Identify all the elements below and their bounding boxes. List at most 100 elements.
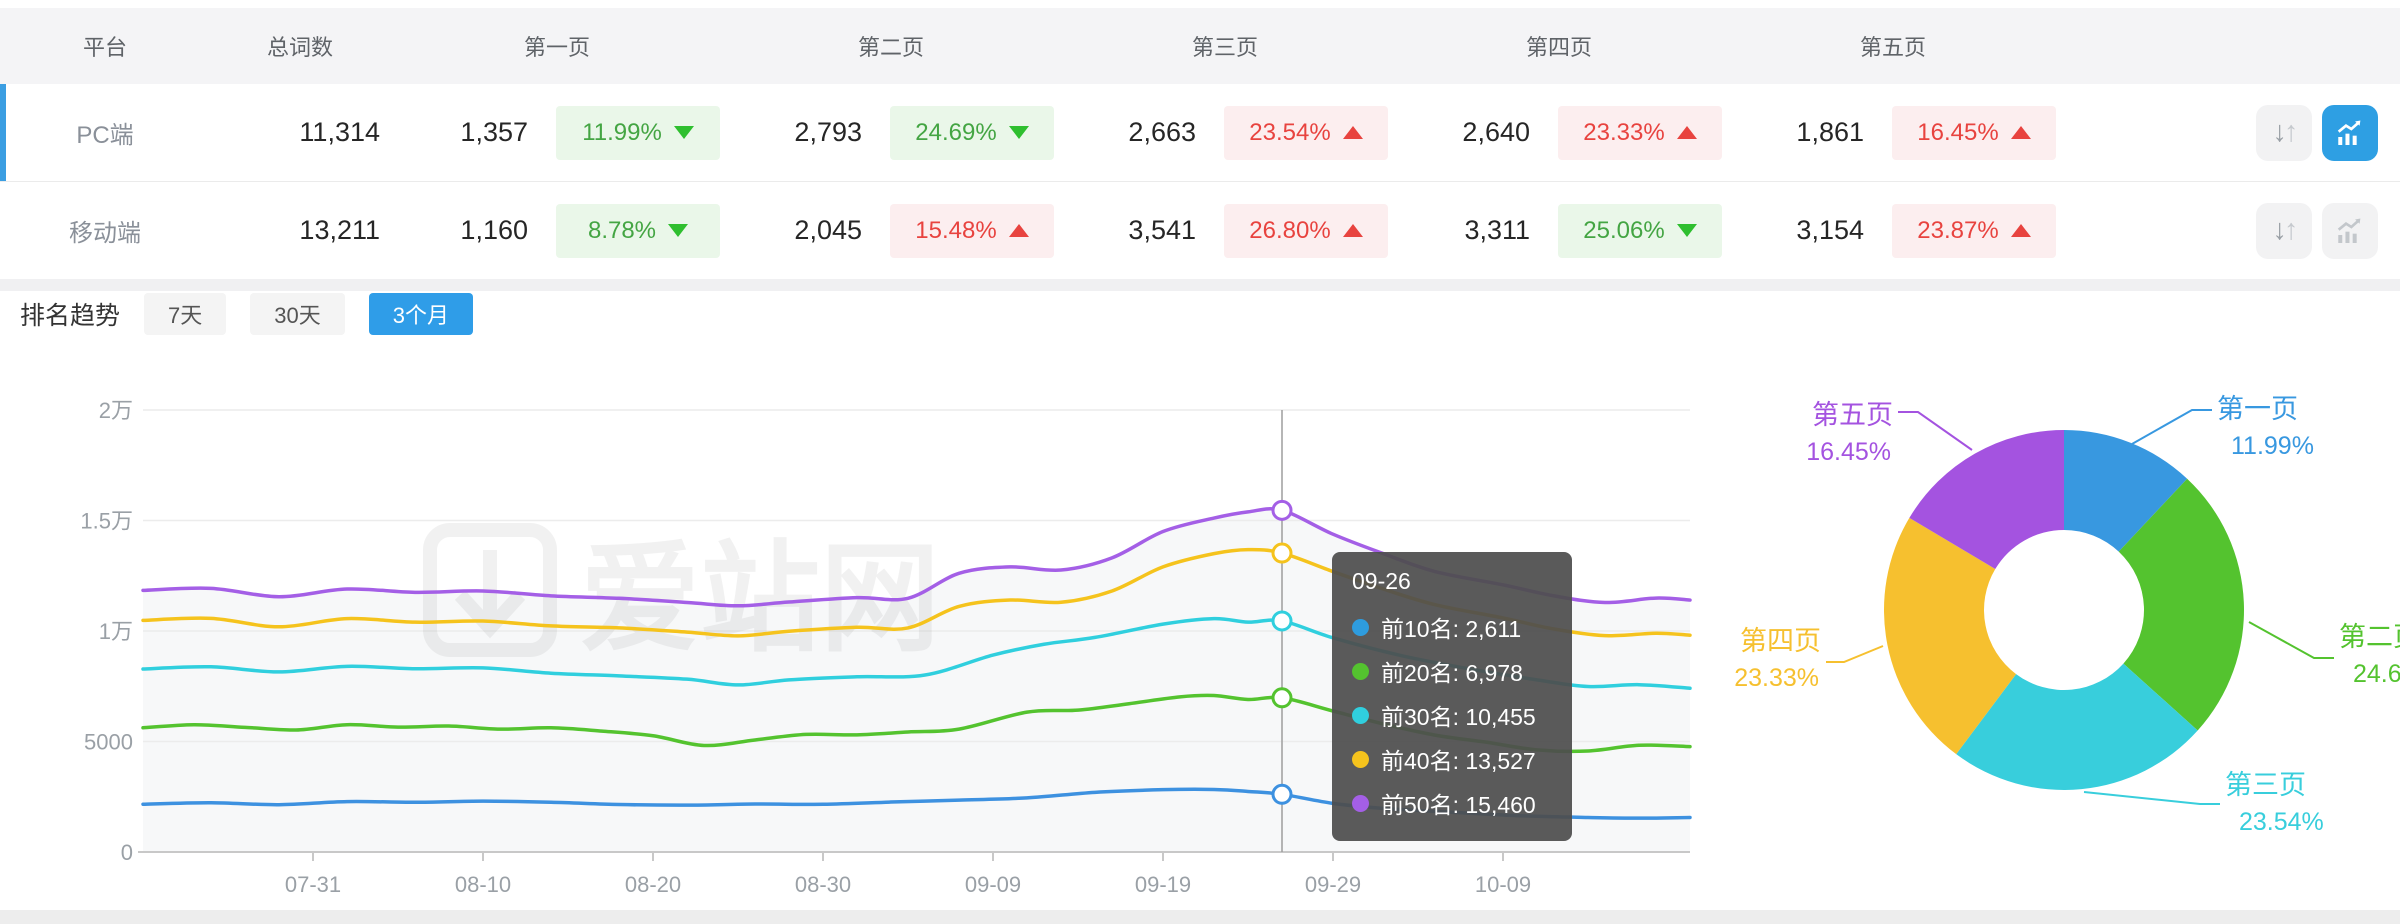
tooltip-item-text: 前10名: 2,611 bbox=[1381, 616, 1522, 642]
table-row-mobile[interactable]: 移动端 13,211 1,160 8.78% 2,045 15.48% 3,54… bbox=[0, 181, 2400, 279]
donut-slice-第二页[interactable] bbox=[2118, 478, 2244, 731]
tooltip-item: 前50名: 15,460 bbox=[1352, 781, 1552, 825]
total-words-value: 13,211 bbox=[299, 215, 380, 245]
percent-badge: 25.06% bbox=[1558, 203, 1722, 258]
col-header-page5: 第五页 bbox=[1859, 35, 1926, 60]
y-axis-label: 2万 bbox=[99, 398, 133, 423]
donut-leader-line bbox=[1826, 645, 1884, 663]
donut-label-name: 第三页 bbox=[2225, 770, 2306, 800]
table-header-row: 平台 总词数 第一页 第二页 第三页 第四页 第五页 bbox=[0, 8, 2400, 84]
trend-triangle-icon bbox=[673, 126, 694, 139]
donut-slice-第四页[interactable] bbox=[1884, 517, 2017, 755]
x-axis-label: 09-29 bbox=[1305, 872, 1361, 897]
donut-label-percent: 11.99% bbox=[2231, 432, 2314, 460]
tooltip-item-text: 前30名: 10,455 bbox=[1381, 704, 1536, 730]
page-distribution-donut-chart[interactable]: 第一页 11.99% 第二页 24.69% 第三页 23.54% 第四页 23.33% 第五页 1… bbox=[1700, 380, 2400, 870]
table-row-pc[interactable]: PC端 11,314 1,357 11.99% 2,793 24.69% 2,6… bbox=[0, 84, 2400, 181]
filter-30days-button[interactable]: 30天 bbox=[250, 293, 345, 335]
donut-label-name: 第二页 bbox=[2339, 622, 2400, 652]
page-count: 3,541 bbox=[1128, 215, 1196, 245]
sort-arrows-icon: ↓↑ bbox=[2272, 116, 2299, 148]
tooltip-item-text: 前40名: 13,527 bbox=[1381, 748, 1536, 774]
filter-3months-button[interactable]: 3个月 bbox=[368, 293, 473, 335]
tooltip-date: 09-26 bbox=[1352, 568, 1411, 594]
donut-label-name: 第五页 bbox=[1812, 400, 1893, 430]
series-dot-icon bbox=[1352, 618, 1369, 636]
page-count: 1,160 bbox=[460, 215, 528, 245]
crosshair-marker bbox=[1271, 783, 1293, 805]
page-count: 1,357 bbox=[460, 117, 528, 147]
donut-slice-第三页[interactable] bbox=[1956, 663, 2198, 790]
x-axis-label: 08-30 bbox=[795, 872, 851, 897]
chart-toggle-button[interactable] bbox=[2322, 202, 2378, 259]
crosshair-marker bbox=[1271, 499, 1293, 521]
percent-badge: 23.54% bbox=[1224, 105, 1388, 160]
percent-badge: 16.45% bbox=[1892, 105, 2056, 160]
trend-triangle-icon bbox=[1008, 126, 1029, 139]
col-header-page3: 第三页 bbox=[1191, 35, 1258, 60]
x-axis-label: 08-20 bbox=[625, 872, 681, 897]
col-header-page4: 第四页 bbox=[1525, 35, 1592, 60]
trend-triangle-icon bbox=[1676, 224, 1697, 237]
trend-triangle-icon bbox=[2010, 224, 2031, 237]
col-header-platform: 平台 bbox=[82, 35, 127, 60]
platform-label: 移动端 bbox=[69, 220, 141, 247]
crosshair-marker bbox=[1271, 687, 1293, 709]
x-axis-label: 08-10 bbox=[455, 872, 511, 897]
trend-chart-icon bbox=[2337, 119, 2361, 145]
series-dot-icon bbox=[1352, 706, 1369, 724]
col-header-total-words: 总词数 bbox=[266, 35, 333, 60]
trend-triangle-icon bbox=[1342, 224, 1363, 237]
tooltip-item-text: 前20名: 6,978 bbox=[1381, 660, 1523, 686]
donut-leader-line bbox=[2083, 791, 2220, 805]
x-axis-label: 09-19 bbox=[1135, 872, 1191, 897]
page-count: 2,663 bbox=[1128, 117, 1196, 147]
donut-slice-第一页[interactable] bbox=[2064, 430, 2188, 552]
y-axis-label: 0 bbox=[121, 840, 133, 865]
sort-arrows-icon: ↓↑ bbox=[2272, 214, 2299, 246]
tooltip-item: 前20名: 6,978 bbox=[1352, 649, 1552, 693]
page-count: 1,861 bbox=[1796, 117, 1864, 147]
series-dot-icon bbox=[1352, 750, 1369, 768]
page-count: 3,154 bbox=[1796, 215, 1864, 245]
trend-triangle-icon bbox=[1676, 126, 1697, 139]
trend-triangle-icon bbox=[1008, 224, 1029, 237]
sort-button[interactable]: ↓↑ bbox=[2256, 202, 2312, 259]
tooltip-item-text: 前50名: 15,460 bbox=[1381, 792, 1536, 818]
y-axis-label: 1万 bbox=[99, 619, 133, 644]
page-count: 2,045 bbox=[794, 215, 862, 245]
donut-label-percent: 16.45% bbox=[1806, 438, 1891, 466]
chart-tooltip: 09-26 前10名: 2,611 前20名: 6,978 前30名: 10,455… bbox=[1332, 552, 1572, 841]
donut-leader-line bbox=[1898, 411, 1973, 451]
trend-triangle-icon bbox=[1342, 126, 1363, 139]
platform-label: PC端 bbox=[76, 122, 134, 149]
section-divider bbox=[0, 279, 2400, 291]
percent-badge: 11.99% bbox=[556, 105, 720, 160]
chart-toggle-button[interactable] bbox=[2322, 104, 2378, 161]
donut-label-name: 第四页 bbox=[1740, 626, 1821, 656]
sort-button[interactable]: ↓↑ bbox=[2256, 104, 2312, 161]
donut-slice-第五页[interactable] bbox=[1909, 430, 2064, 570]
trend-section-title: 排名趋势 bbox=[20, 302, 121, 330]
tooltip-item: 前30名: 10,455 bbox=[1352, 693, 1552, 737]
crosshair-marker bbox=[1271, 542, 1293, 564]
donut-leader-line bbox=[2131, 409, 2212, 445]
trend-triangle-icon bbox=[2010, 126, 2031, 139]
filter-7days-button[interactable]: 7天 bbox=[144, 293, 227, 335]
trend-triangle-icon bbox=[668, 224, 689, 237]
percent-badge: 26.80% bbox=[1224, 203, 1388, 258]
x-axis-label: 09-09 bbox=[965, 872, 1021, 897]
page-count: 2,640 bbox=[1462, 117, 1530, 147]
donut-label-name: 第一页 bbox=[2217, 394, 2298, 424]
donut-label-percent: 24.69% bbox=[2353, 660, 2400, 688]
total-words-value: 11,314 bbox=[299, 117, 380, 147]
tooltip-items: 前10名: 2,611 前20名: 6,978 前30名: 10,455 前40名: … bbox=[1352, 605, 1552, 825]
percent-badge: 23.87% bbox=[1892, 203, 2056, 258]
x-axis-label: 10-09 bbox=[1475, 872, 1531, 897]
donut-leader-line bbox=[2248, 621, 2334, 659]
crosshair-marker bbox=[1271, 610, 1293, 632]
percent-badge: 15.48% bbox=[890, 203, 1054, 258]
page-bottom-strip bbox=[0, 910, 2400, 924]
trend-chart-icon bbox=[2337, 217, 2361, 243]
